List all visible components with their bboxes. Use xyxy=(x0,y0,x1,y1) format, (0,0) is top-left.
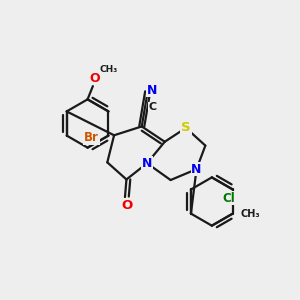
Text: C: C xyxy=(148,102,156,112)
Text: CH₃: CH₃ xyxy=(100,65,118,74)
Text: N: N xyxy=(191,163,202,176)
Text: O: O xyxy=(89,72,100,85)
Text: N: N xyxy=(142,157,152,170)
Text: CH₃: CH₃ xyxy=(240,208,260,219)
Text: Br: Br xyxy=(84,131,99,144)
Text: N: N xyxy=(147,84,157,97)
Text: Cl: Cl xyxy=(223,192,236,205)
Text: O: O xyxy=(121,199,132,212)
Text: S: S xyxy=(181,122,191,134)
